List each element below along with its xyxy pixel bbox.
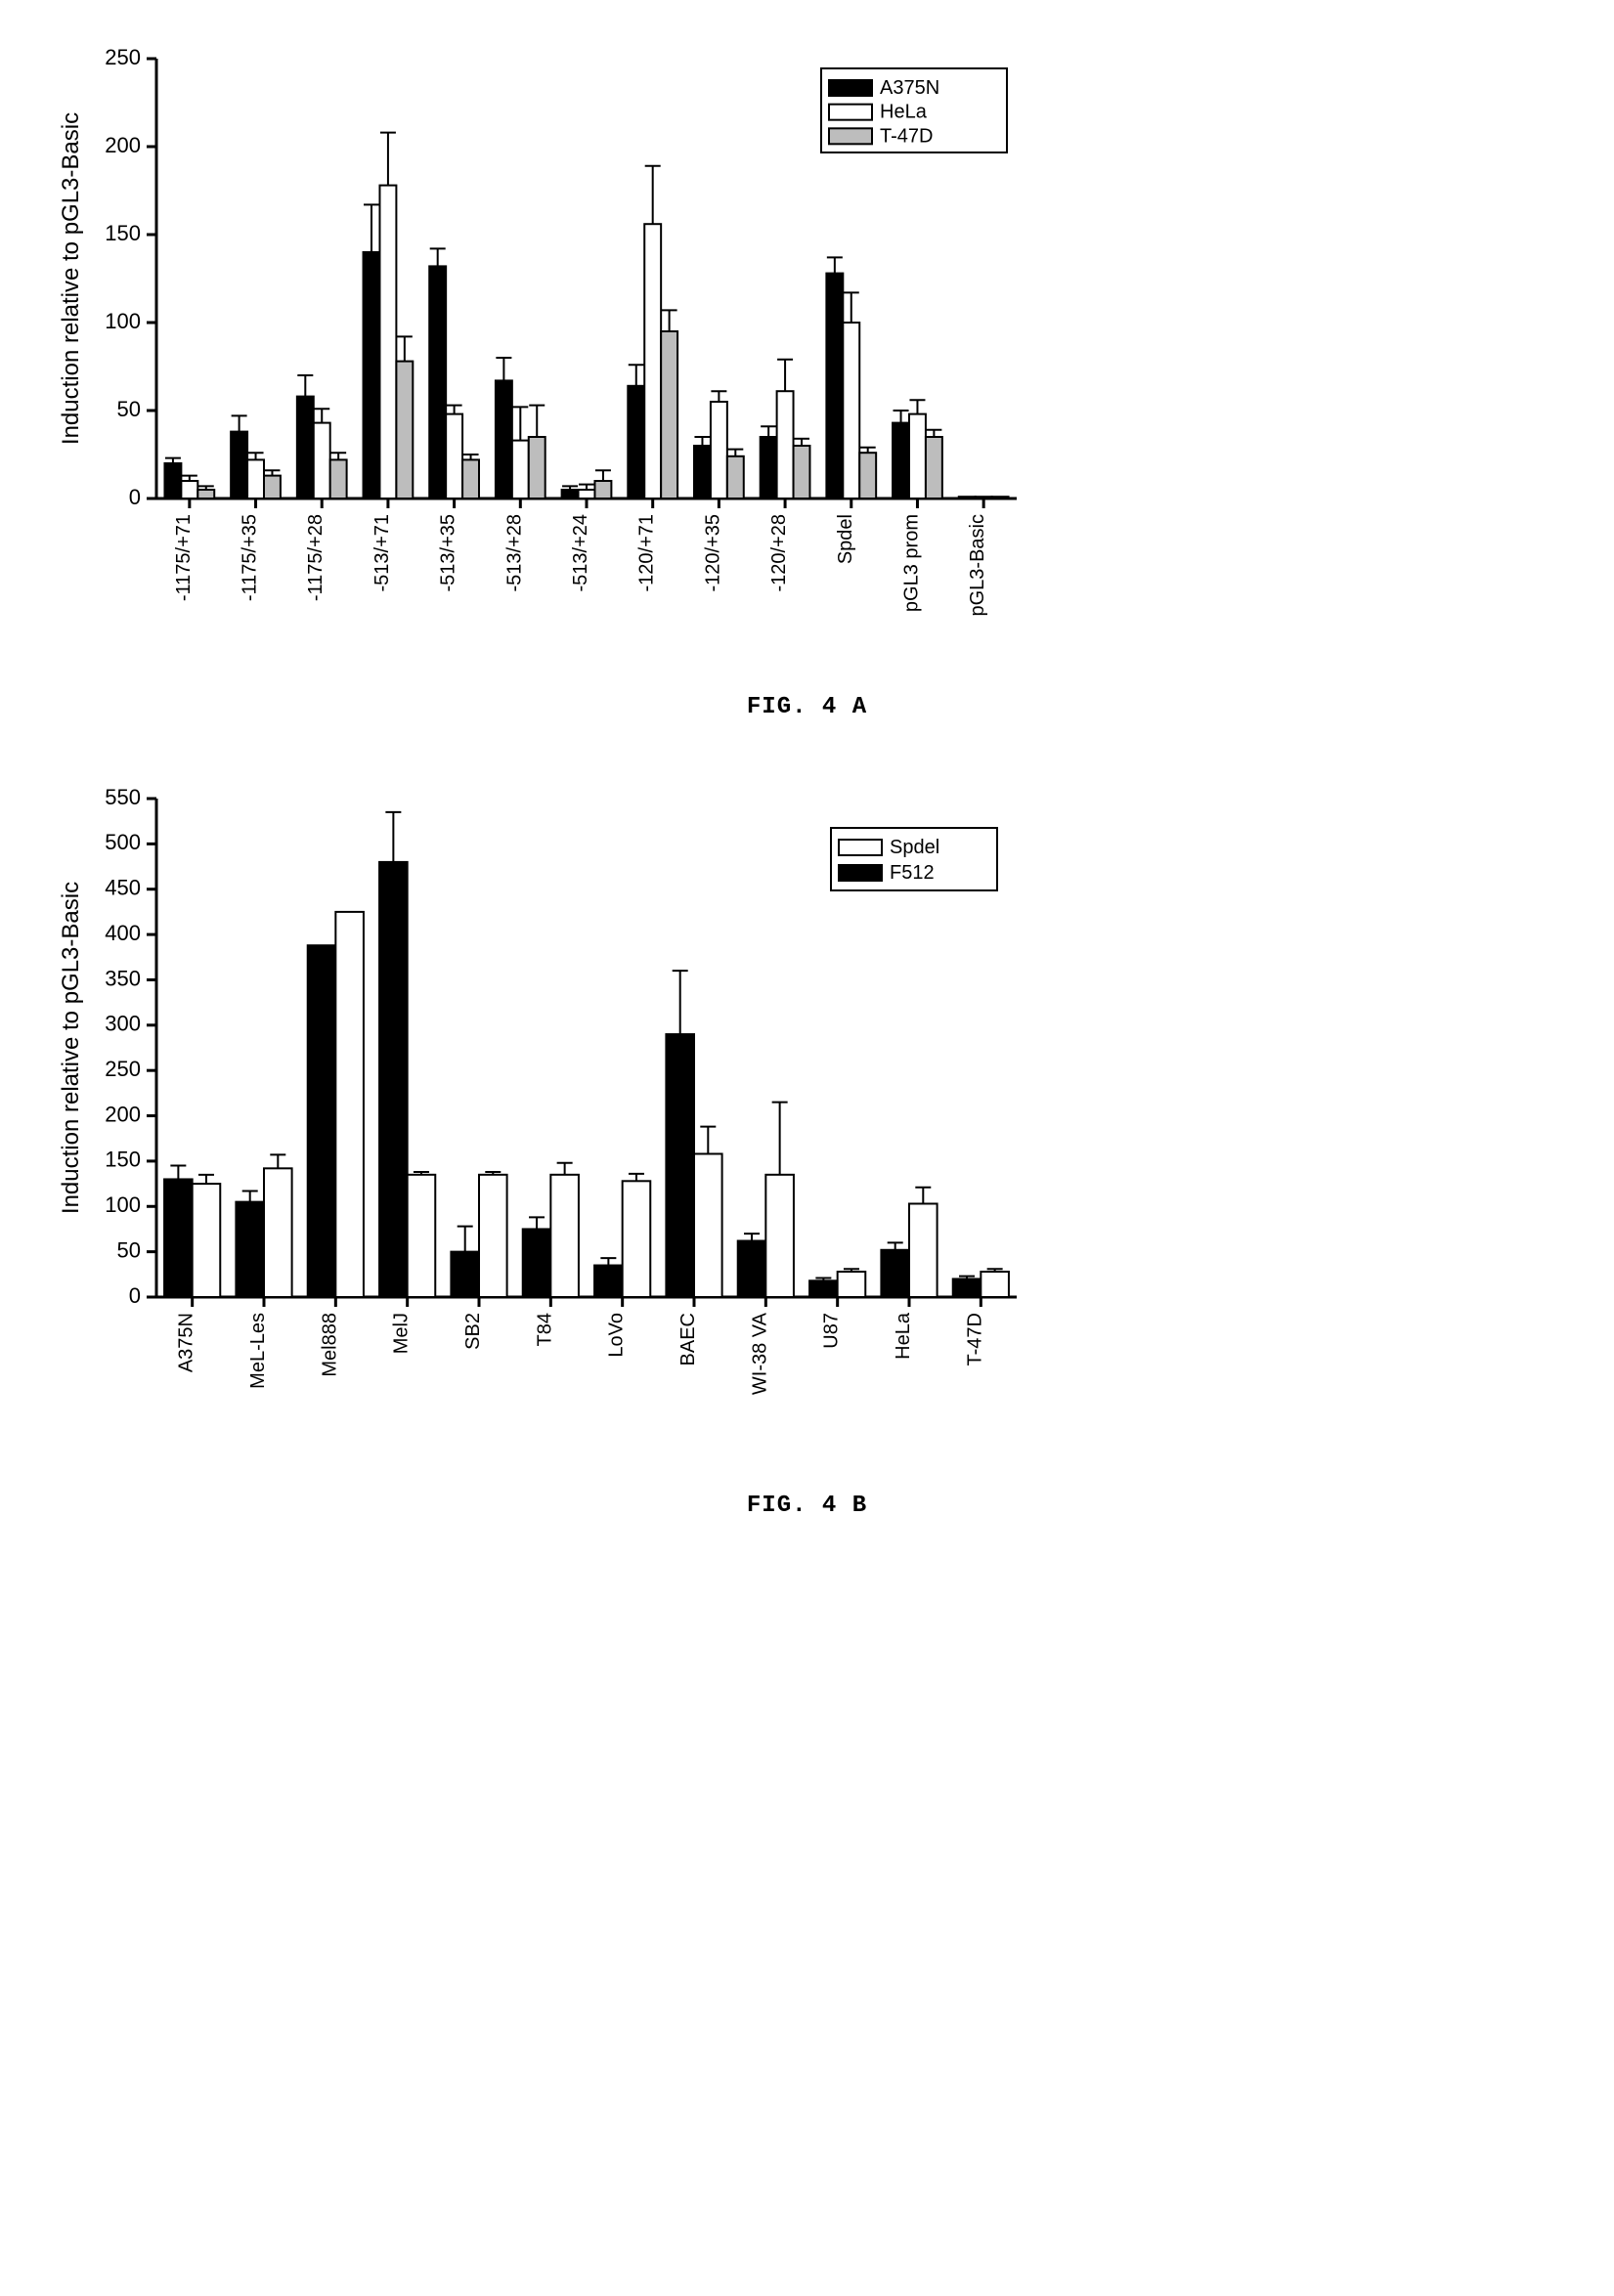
- svg-text:Spdel: Spdel: [835, 514, 856, 564]
- svg-text:200: 200: [105, 1102, 141, 1126]
- svg-text:pGL3-Basic: pGL3-Basic: [967, 514, 988, 617]
- svg-text:Spdel: Spdel: [890, 837, 939, 858]
- svg-text:WI-38 VA: WI-38 VA: [749, 1312, 770, 1395]
- svg-text:Mel888: Mel888: [319, 1313, 340, 1377]
- svg-text:250: 250: [105, 1057, 141, 1081]
- svg-text:SB2: SB2: [462, 1313, 484, 1350]
- svg-text:450: 450: [105, 876, 141, 900]
- caption-4b: FIG. 4 B: [20, 1493, 1594, 1519]
- svg-text:-120/+71: -120/+71: [636, 514, 658, 592]
- svg-text:T84: T84: [534, 1313, 555, 1346]
- svg-text:550: 550: [105, 785, 141, 809]
- figure-4a: 0 50 100 150 200 250 Induction relative to pGL…: [20, 39, 1594, 720]
- svg-text:BAEC: BAEC: [677, 1313, 699, 1365]
- svg-text:50: 50: [117, 397, 141, 421]
- svg-text:pGL3 prom: pGL3 prom: [900, 514, 922, 612]
- svg-text:-120/+28: -120/+28: [768, 514, 790, 592]
- svg-text:MelJ: MelJ: [391, 1313, 413, 1354]
- svg-text:500: 500: [105, 830, 141, 854]
- chart-4b: 0 50 100 150 200 250 300 350 400 450 500 550 Inducti…: [20, 779, 1594, 1463]
- svg-text:-513/+28: -513/+28: [503, 514, 525, 592]
- svg-text:-513/+71: -513/+71: [371, 514, 393, 592]
- chart-4a: 0 50 100 150 200 250 Induction relative to pGL…: [20, 39, 1594, 665]
- svg-text:T-47D: T-47D: [880, 125, 933, 147]
- svg-text:Induction relative to pGL3-Bas: Induction relative to pGL3-Basic: [58, 112, 84, 445]
- svg-text:F512: F512: [890, 862, 935, 884]
- svg-text:400: 400: [105, 921, 141, 945]
- chart-4a-svg: 0 50 100 150 200 250 Induction relative to pGL…: [20, 39, 1095, 665]
- chart-4b-svg: 0 50 100 150 200 250 300 350 400 450 500 550 Inducti…: [20, 779, 1095, 1463]
- svg-text:300: 300: [105, 1012, 141, 1036]
- svg-text:A375N: A375N: [880, 77, 939, 99]
- svg-text:HeLa: HeLa: [880, 102, 928, 123]
- figure-4b: 0 50 100 150 200 250 300 350 400 450 500 550 Inducti…: [20, 779, 1594, 1519]
- svg-text:100: 100: [105, 1192, 141, 1217]
- svg-text:150: 150: [105, 221, 141, 245]
- svg-text:T-47D: T-47D: [964, 1313, 985, 1365]
- svg-text:LoVo: LoVo: [606, 1313, 628, 1358]
- svg-text:-120/+35: -120/+35: [702, 514, 723, 592]
- svg-text:A375N: A375N: [176, 1313, 197, 1372]
- svg-text:0: 0: [129, 1283, 141, 1308]
- svg-text:150: 150: [105, 1148, 141, 1172]
- svg-text:HeLa: HeLa: [893, 1312, 914, 1360]
- svg-text:U87: U87: [821, 1313, 843, 1349]
- svg-text:250: 250: [105, 45, 141, 69]
- svg-text:-1175/+71: -1175/+71: [173, 514, 195, 601]
- svg-text:350: 350: [105, 966, 141, 990]
- svg-text:MeL-Les: MeL-Les: [247, 1313, 269, 1389]
- svg-text:100: 100: [105, 309, 141, 333]
- svg-text:-513/+35: -513/+35: [438, 514, 459, 592]
- caption-4a: FIG. 4 A: [20, 694, 1594, 720]
- svg-text:50: 50: [117, 1237, 141, 1262]
- svg-text:-513/+24: -513/+24: [570, 514, 591, 592]
- svg-text:Induction relative to pGL3-Bas: Induction relative to pGL3-Basic: [58, 882, 84, 1214]
- svg-text:-1175/+35: -1175/+35: [240, 514, 261, 601]
- svg-text:200: 200: [105, 133, 141, 157]
- svg-text:0: 0: [129, 485, 141, 509]
- svg-text:-1175/+28: -1175/+28: [305, 514, 327, 601]
